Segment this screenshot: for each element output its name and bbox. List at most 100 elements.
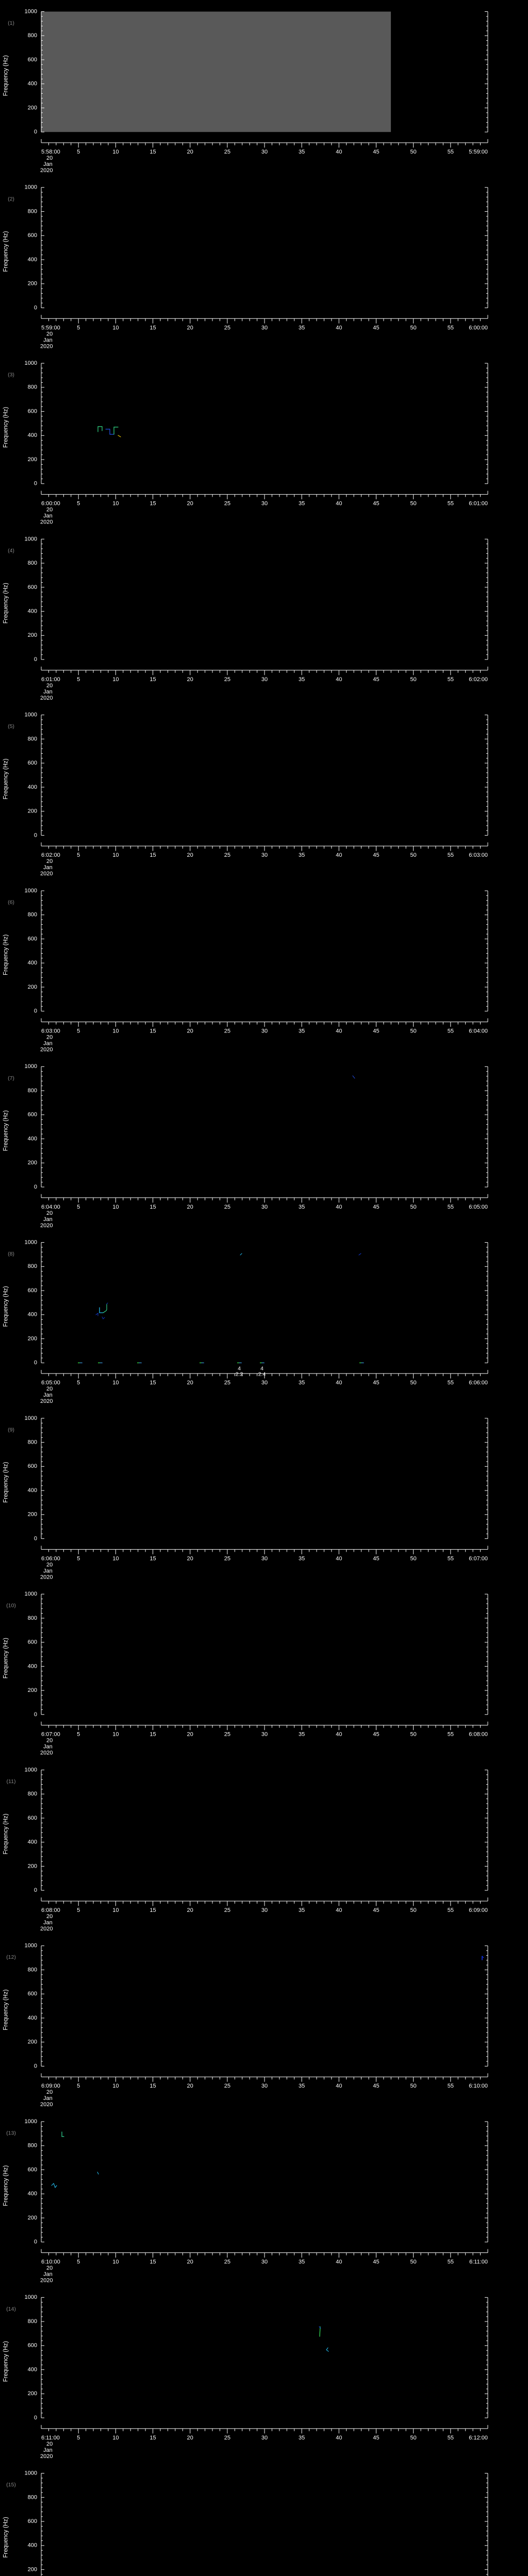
svg-text:5: 5 (77, 2083, 80, 2089)
svg-text:40: 40 (336, 852, 342, 858)
svg-text:40: 40 (336, 149, 342, 155)
svg-text:800: 800 (28, 2143, 37, 2149)
svg-text:55: 55 (448, 1204, 454, 1210)
svg-text:30: 30 (261, 501, 268, 507)
svg-text:40: 40 (336, 501, 342, 507)
svg-text:50: 50 (410, 676, 417, 683)
svg-text:1000: 1000 (25, 1943, 37, 1949)
svg-text:20: 20 (187, 1380, 193, 1386)
svg-text:Frequency (Hz): Frequency (Hz) (3, 1638, 9, 1679)
svg-text:20: 20 (187, 501, 193, 507)
svg-text:10: 10 (112, 1732, 119, 1738)
svg-text:55: 55 (448, 1028, 454, 1034)
svg-text:5: 5 (77, 1555, 80, 1562)
svg-text:(11): (11) (7, 1778, 16, 1785)
svg-text:40: 40 (336, 1555, 342, 1562)
svg-text:6:07:00: 6:07:00 (41, 1732, 60, 1738)
svg-text:6:02:00: 6:02:00 (469, 676, 488, 683)
svg-text:Frequency (Hz): Frequency (Hz) (3, 1462, 9, 1502)
svg-text:20: 20 (187, 2259, 193, 2265)
svg-text:10: 10 (112, 149, 119, 155)
svg-text:50: 50 (410, 149, 417, 155)
svg-text:20: 20 (187, 2083, 193, 2089)
svg-text:6:04:00: 6:04:00 (41, 1204, 60, 1210)
svg-text:600: 600 (28, 1815, 37, 1821)
svg-text:25: 25 (224, 1204, 230, 1210)
svg-text:6:05:00: 6:05:00 (469, 1204, 488, 1210)
svg-text:Jan: Jan (43, 1216, 53, 1223)
svg-text:Jan: Jan (43, 2447, 53, 2453)
svg-text:50: 50 (410, 1907, 417, 1913)
svg-text:200: 200 (28, 2566, 37, 2572)
svg-text:35: 35 (299, 676, 305, 683)
svg-text:400: 400 (28, 608, 37, 615)
svg-text:30: 30 (261, 1732, 268, 1738)
svg-text:40: 40 (336, 676, 342, 683)
svg-text:2020: 2020 (40, 343, 53, 349)
svg-text:35: 35 (299, 1204, 305, 1210)
svg-text:40: 40 (336, 325, 342, 331)
svg-text:600: 600 (28, 57, 37, 63)
svg-text:6:03:00: 6:03:00 (41, 1028, 60, 1034)
svg-text:20: 20 (46, 507, 53, 513)
svg-text:Jan: Jan (43, 1392, 53, 1398)
svg-text:200: 200 (28, 105, 37, 111)
svg-text:1000: 1000 (25, 1591, 37, 1597)
svg-text:(10): (10) (6, 1603, 16, 1609)
svg-text:50: 50 (410, 1732, 417, 1738)
svg-text:400: 400 (28, 1312, 37, 1318)
svg-text:400: 400 (28, 2015, 37, 2021)
svg-text:Frequency (Hz): Frequency (Hz) (3, 1110, 9, 1151)
svg-text:(2): (2) (8, 196, 14, 202)
svg-text:20: 20 (187, 1028, 193, 1034)
svg-text:25: 25 (224, 1555, 230, 1562)
svg-text:30: 30 (261, 676, 268, 683)
svg-text:1000: 1000 (25, 360, 37, 366)
svg-text:5: 5 (77, 676, 80, 683)
svg-text:40: 40 (336, 1028, 342, 1034)
svg-text:400: 400 (28, 1663, 37, 1669)
svg-text:400: 400 (28, 960, 37, 966)
svg-text:0: 0 (34, 2063, 37, 2069)
svg-text:20: 20 (187, 1204, 193, 1210)
svg-text:55: 55 (448, 1907, 454, 1913)
svg-text:800: 800 (28, 2494, 37, 2500)
svg-text:35: 35 (299, 1028, 305, 1034)
svg-text:800: 800 (28, 32, 37, 39)
svg-text:50: 50 (410, 2259, 417, 2265)
svg-text:35: 35 (299, 1907, 305, 1913)
svg-text:55: 55 (448, 325, 454, 331)
svg-text:6:09:00: 6:09:00 (469, 1907, 488, 1913)
svg-text:40: 40 (336, 1907, 342, 1913)
svg-text:600: 600 (28, 1287, 37, 1294)
svg-text:30: 30 (261, 1555, 268, 1562)
svg-text:15: 15 (150, 1204, 156, 1210)
svg-text:5: 5 (77, 852, 80, 858)
svg-text:Jan: Jan (43, 513, 53, 519)
svg-text:15: 15 (150, 1380, 156, 1386)
svg-text:(1): (1) (8, 20, 14, 26)
svg-text:600: 600 (28, 584, 37, 590)
svg-text:Frequency (Hz): Frequency (Hz) (3, 55, 9, 96)
svg-text:30: 30 (261, 1380, 268, 1386)
svg-text:2020: 2020 (40, 1750, 53, 1756)
svg-text:35: 35 (299, 2083, 305, 2089)
svg-text:20: 20 (46, 1913, 53, 1920)
svg-text:800: 800 (28, 1439, 37, 1445)
svg-text:15: 15 (150, 501, 156, 507)
svg-text:30: 30 (261, 2435, 268, 2441)
svg-text:6:11:00: 6:11:00 (41, 2435, 60, 2441)
svg-text:600: 600 (28, 408, 37, 414)
svg-text:45: 45 (373, 852, 379, 858)
svg-text:Frequency (Hz): Frequency (Hz) (3, 231, 9, 272)
svg-text:Jan: Jan (43, 1040, 53, 1046)
svg-text:5: 5 (77, 1028, 80, 1034)
svg-text:(8): (8) (8, 1251, 14, 1257)
svg-text:15: 15 (150, 676, 156, 683)
svg-text:Jan: Jan (43, 865, 53, 871)
svg-text:10: 10 (112, 325, 119, 331)
svg-text:5: 5 (77, 149, 80, 155)
svg-text:45: 45 (373, 501, 379, 507)
svg-text:1000: 1000 (25, 2294, 37, 2300)
svg-text:45: 45 (373, 1204, 379, 1210)
